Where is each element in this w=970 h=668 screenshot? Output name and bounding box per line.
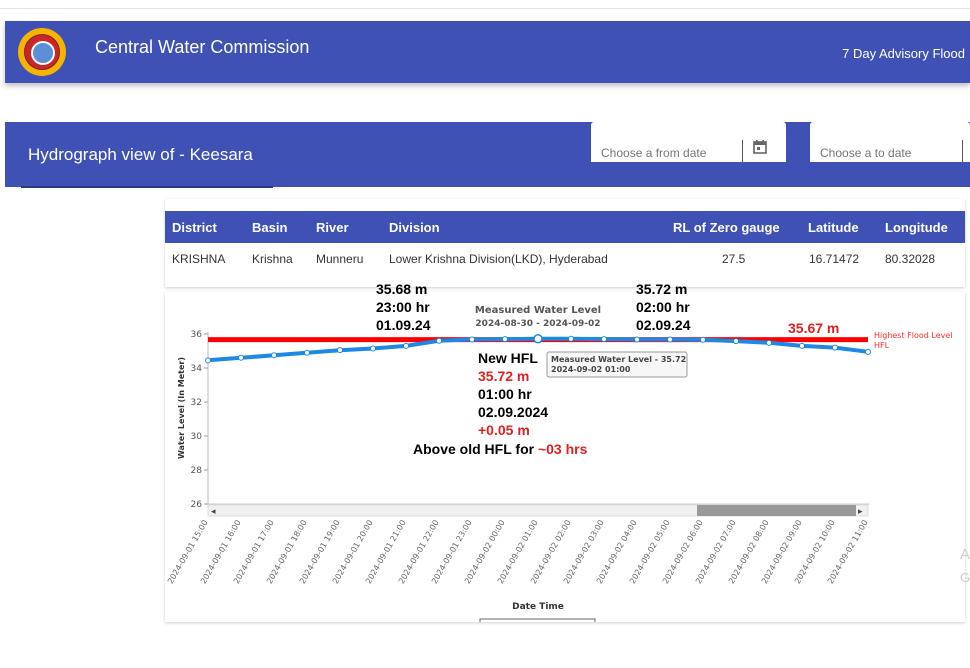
y-tick-label: 34 xyxy=(191,364,203,374)
td-river: Munneru xyxy=(316,252,364,266)
title-underline xyxy=(21,186,273,188)
annotation-hfl-value: 35.67 m xyxy=(788,320,840,336)
th-rl-zero-gauge: RL of Zero gauge xyxy=(673,220,780,235)
y-axis-label: Water Level (In Meter) xyxy=(177,357,186,459)
water-level-point xyxy=(601,336,607,343)
water-level-point xyxy=(568,335,574,342)
ghost-text-1: A xyxy=(960,546,970,563)
from-date-field[interactable]: Choose a from date xyxy=(591,122,786,162)
annotation-above-hfl: Above old HFL for ~03 hrs xyxy=(413,441,588,457)
hydrograph-chart: Measured Water Level 2024-08-30 - 2024-0… xyxy=(166,305,953,622)
td-latitude: 16.71472 xyxy=(809,252,860,266)
hydrograph-chart-card: Measured Water Level 2024-08-30 - 2024-0… xyxy=(165,281,965,622)
water-level-point xyxy=(799,342,805,349)
top-divider xyxy=(0,8,970,9)
from-date-input[interactable]: Choose a from date xyxy=(601,146,707,160)
water-level-point xyxy=(502,336,508,343)
y-tick-label: 28 xyxy=(191,466,203,476)
water-level-point xyxy=(469,336,475,343)
water-level-point xyxy=(634,336,640,343)
y-tick-label: 36 xyxy=(191,330,203,340)
water-level-point xyxy=(667,336,673,343)
water-level-point xyxy=(205,357,211,364)
y-tick-label: 32 xyxy=(191,398,202,408)
advisory-flood-link[interactable]: 7 Day Advisory Flood xyxy=(842,46,965,61)
th-longitude: Longitude xyxy=(885,220,948,235)
app-title: Central Water Commission xyxy=(95,37,310,57)
chart-scrollbar-thumb[interactable] xyxy=(697,505,856,516)
th-river: River xyxy=(316,220,349,235)
tooltip-time: 2024-09-02 01:00 xyxy=(551,365,631,374)
td-longitude: 80.32028 xyxy=(885,252,936,266)
range-selector xyxy=(479,618,596,622)
water-level-point xyxy=(403,342,409,349)
th-district: District xyxy=(172,220,217,235)
water-level-point xyxy=(370,345,376,352)
scroll-right-arrow-icon[interactable]: ▸ xyxy=(858,507,863,517)
td-basin: Krishna xyxy=(252,252,293,266)
legend-hfl-line2: HFL xyxy=(874,341,890,350)
annotation-right: 35.72 m 02:00 hr 02.09.24 xyxy=(636,281,691,333)
chart-scrollbar-track xyxy=(207,504,869,517)
x-axis-label: Date Time xyxy=(512,602,564,612)
calendar-icon[interactable] xyxy=(753,140,767,154)
cwc-logo xyxy=(18,28,66,76)
water-level-point xyxy=(766,339,772,346)
th-division: Division xyxy=(389,220,440,235)
highlighted-point xyxy=(533,334,543,344)
water-level-point xyxy=(700,336,706,343)
annotation-new-hfl: New HFL 35.72 m 01:00 hr 02.09.2024 +0.0… xyxy=(478,350,549,438)
chart-title: Measured Water Level xyxy=(475,305,601,316)
td-rl-zero-gauge: 27.5 xyxy=(722,252,746,266)
to-date-field[interactable]: Choose a to date xyxy=(810,122,970,162)
water-level-point xyxy=(733,338,739,345)
water-level-point xyxy=(238,354,244,361)
hydrograph-header: Hydrograph view of - Keesara Choose a fr… xyxy=(5,122,970,188)
water-level-point xyxy=(304,349,310,356)
y-tick-label: 26 xyxy=(191,500,203,510)
scroll-left-arrow-icon[interactable]: ◂ xyxy=(211,507,216,517)
tooltip-box xyxy=(546,351,688,378)
td-district: KRISHNA xyxy=(172,252,226,266)
water-level-point xyxy=(832,344,838,351)
app-header: Central Water Commission 7 Day Advisory … xyxy=(5,21,970,83)
th-latitude: Latitude xyxy=(808,220,859,235)
ghost-text-2: G xyxy=(960,570,970,585)
page-title: Hydrograph view of - Keesara xyxy=(28,145,253,164)
water-level-point xyxy=(436,337,442,344)
water-level-point xyxy=(337,347,343,354)
annotation-left: 35.68 m 23:00 hr 01.09.24 xyxy=(376,281,431,333)
tooltip-title: Measured Water Level - 35.72 xyxy=(551,355,686,364)
to-date-input[interactable]: Choose a to date xyxy=(820,146,912,160)
water-level-point xyxy=(271,352,277,359)
legend-hfl-line1: Highest Flood Level xyxy=(874,331,953,340)
table-header-row: District Basin River Division RL of Zero… xyxy=(165,211,965,243)
y-tick-label: 30 xyxy=(191,432,203,442)
water-level-point xyxy=(865,348,871,355)
chart-subtitle: 2024-08-30 - 2024-09-02 xyxy=(475,319,600,329)
td-division: Lower Krishna Division(LKD), Hyderabad xyxy=(389,252,608,266)
th-basin: Basin xyxy=(252,220,288,235)
station-info-table: District Basin River Division RL of Zero… xyxy=(165,199,965,287)
